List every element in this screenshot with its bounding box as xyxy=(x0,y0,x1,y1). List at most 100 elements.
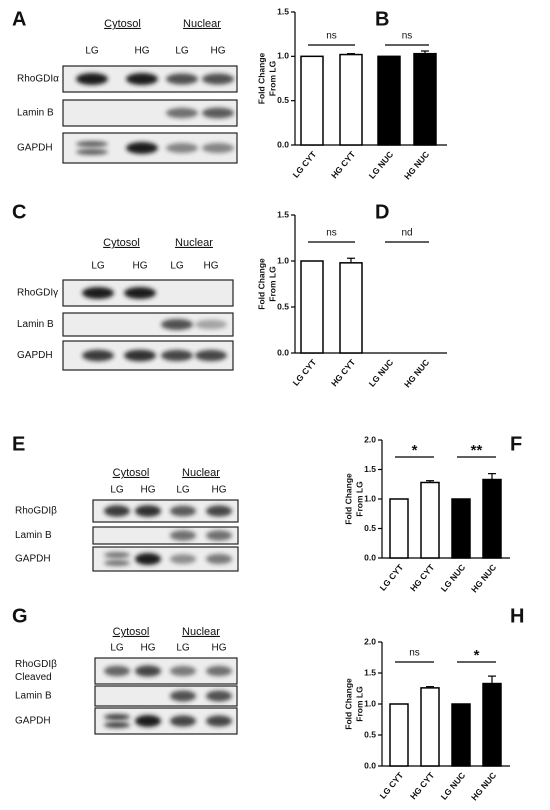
band xyxy=(82,287,114,299)
y-tick-label: 1.0 xyxy=(277,255,289,265)
lane-label: LG xyxy=(110,643,124,654)
y-axis-label: Fold Change xyxy=(256,258,266,310)
y-tick-label: 0.5 xyxy=(364,729,376,739)
significance-label: nd xyxy=(401,228,412,239)
x-tick-label: HG NUC xyxy=(469,562,498,594)
y-tick-label: 0.5 xyxy=(277,301,289,311)
y-axis-label: Fold Change xyxy=(343,678,353,730)
x-tick-label: HG NUC xyxy=(402,357,431,389)
band xyxy=(166,107,198,119)
band xyxy=(76,149,108,155)
lane-label: LG xyxy=(91,261,105,272)
lane-label: HG xyxy=(212,643,227,654)
panel-letter: F xyxy=(510,433,522,455)
band xyxy=(134,505,162,517)
band xyxy=(161,349,193,362)
x-tick-label: LG CYT xyxy=(291,149,319,180)
lane-label: LG xyxy=(176,643,190,654)
bar xyxy=(377,55,401,146)
group-header: Cytosol xyxy=(113,467,150,479)
group-header: Cytosol xyxy=(104,18,141,30)
y-tick-label: 1.0 xyxy=(364,493,376,503)
y-tick-label: 0.5 xyxy=(277,95,289,105)
significance-label: ns xyxy=(326,228,337,239)
lane-label: LG xyxy=(170,261,184,272)
lane-label: LG xyxy=(110,485,124,496)
band xyxy=(195,319,227,330)
band xyxy=(169,715,197,727)
x-tick-label: LG CYT xyxy=(291,357,319,388)
lane-label: HG xyxy=(141,485,156,496)
band xyxy=(195,349,227,362)
group-header: Nuclear xyxy=(182,626,220,638)
band xyxy=(169,505,197,517)
band xyxy=(134,553,162,565)
x-tick-label: LG NUC xyxy=(367,357,396,388)
x-tick-label: HG NUC xyxy=(469,770,498,802)
bar xyxy=(339,262,363,354)
y-tick-label: 2.0 xyxy=(364,636,376,646)
blot-strip xyxy=(92,526,239,545)
band xyxy=(103,505,131,517)
y-axis-label: Fold Change xyxy=(256,53,266,105)
y-tick-label: 0.0 xyxy=(277,347,289,357)
x-tick-label: HG CYT xyxy=(408,562,437,594)
group-header: Cytosol xyxy=(113,626,150,638)
row-label: Lamin B xyxy=(15,691,52,702)
blot-strip xyxy=(92,499,239,523)
bar xyxy=(389,498,409,559)
x-tick-label: HG NUC xyxy=(402,149,431,181)
bar xyxy=(451,703,471,767)
lane-label: LG xyxy=(175,46,189,57)
row-label: GAPDH xyxy=(17,350,53,361)
significance-label: ns xyxy=(402,31,413,42)
band xyxy=(169,690,197,702)
row-label: Lamin B xyxy=(15,530,52,541)
panel-letter: C xyxy=(12,201,26,223)
band xyxy=(103,560,131,566)
x-tick-label: LG NUC xyxy=(367,149,396,180)
band xyxy=(205,665,233,677)
y-tick-label: 1.5 xyxy=(364,667,376,677)
row-label: RhoGDIα xyxy=(17,74,59,85)
row-label: GAPDH xyxy=(15,716,51,727)
band xyxy=(202,107,234,119)
row-label: Cleaved xyxy=(15,672,52,683)
y-tick-label: 0.0 xyxy=(364,552,376,562)
lane-label: HG xyxy=(204,261,219,272)
y-axis-label: Fold Change xyxy=(343,473,353,525)
y-axis-label: From LG xyxy=(267,60,277,96)
band xyxy=(166,73,198,85)
lane-label: HG xyxy=(211,46,226,57)
group-header: Nuclear xyxy=(175,237,213,249)
y-tick-label: 1.5 xyxy=(364,464,376,474)
row-label: RhoGDIβ xyxy=(15,506,57,517)
band xyxy=(134,665,162,677)
y-tick-label: 2.0 xyxy=(364,434,376,444)
band xyxy=(82,349,114,362)
bar xyxy=(413,52,437,146)
bar xyxy=(300,55,324,146)
y-axis-label: From LG xyxy=(267,266,277,302)
bar xyxy=(482,682,502,767)
band xyxy=(103,665,131,677)
bar xyxy=(482,478,502,559)
x-tick-label: LG NUC xyxy=(439,562,468,593)
blot-strip xyxy=(94,685,238,707)
band xyxy=(124,287,156,299)
blot-strip xyxy=(62,312,234,337)
panel-letter: E xyxy=(12,433,25,455)
y-tick-label: 1.0 xyxy=(277,51,289,61)
x-tick-label: LG CYT xyxy=(378,770,406,801)
row-label: RhoGDIγ xyxy=(17,288,58,299)
lane-label: HG xyxy=(141,643,156,654)
band xyxy=(205,530,233,541)
row-label: Lamin B xyxy=(17,319,54,330)
significance-label: ns xyxy=(409,648,420,659)
y-tick-label: 0.0 xyxy=(364,760,376,770)
panel-letter: A xyxy=(12,8,26,30)
row-label: RhoGDIβ xyxy=(15,659,57,670)
x-tick-label: HG CYT xyxy=(329,357,358,389)
bar xyxy=(420,481,440,559)
